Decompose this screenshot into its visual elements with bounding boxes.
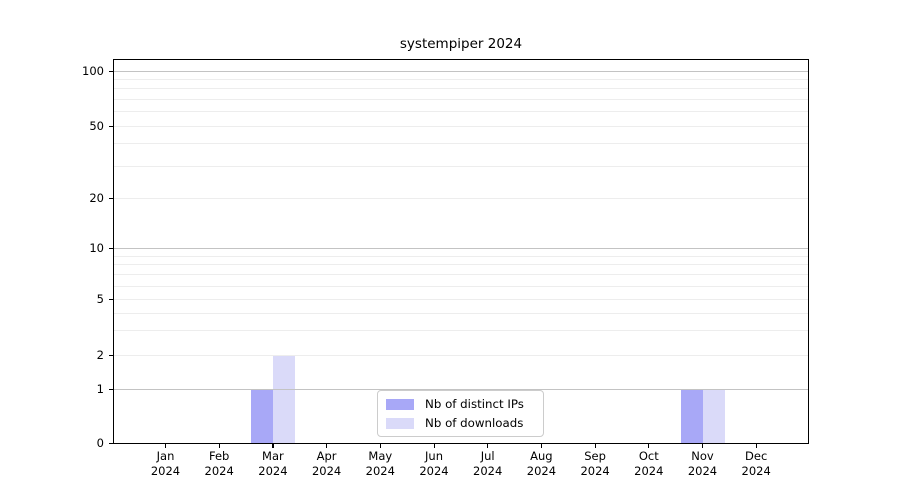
gridline-minor: [114, 285, 808, 287]
gridline-major: [114, 248, 808, 249]
x-tick-month: May: [368, 449, 393, 463]
bar-downloads: [272, 355, 295, 444]
gridline-minor: [114, 143, 808, 145]
gridline-major: [114, 70, 808, 72]
y-tick-label: 50: [89, 118, 104, 133]
y-tick-mark: [109, 248, 113, 250]
x-tick-year: 2024: [526, 464, 557, 478]
x-tick-label: Dec 2024: [724, 449, 788, 479]
y-tick-label: 10: [89, 241, 104, 255]
gridline-minor: [114, 165, 808, 167]
gridline-minor: [114, 111, 808, 113]
gridline-minor: [114, 98, 808, 100]
x-tick-label: Sep 2024: [563, 449, 627, 479]
chart-title: systempiper 2024: [399, 36, 523, 52]
x-tick-mark: [648, 444, 650, 448]
y-tick-label: 5: [96, 292, 104, 306]
y-tick-label: 20: [89, 191, 104, 205]
gridline-minor: [114, 264, 808, 266]
x-tick-year: 2024: [311, 464, 342, 478]
x-tick-mark: [218, 444, 220, 448]
x-tick-label: Jul 2024: [456, 449, 520, 479]
y-tick-mark: [109, 198, 113, 200]
x-tick-label: Nov 2024: [671, 449, 735, 479]
x-tick-mark: [433, 444, 435, 448]
x-tick-label: Jun 2024: [402, 449, 466, 479]
x-tick-label: Feb 2024: [187, 449, 251, 479]
bar-downloads: [702, 389, 725, 444]
legend-swatch: [386, 398, 414, 410]
x-tick-year: 2024: [741, 464, 771, 478]
x-tick-label: Oct 2024: [617, 449, 681, 479]
gridline-minor: [114, 198, 808, 199]
x-tick-year: 2024: [473, 464, 503, 478]
x-tick-year: 2024: [634, 464, 664, 478]
x-tick-mark: [272, 444, 274, 448]
x-tick-label: Jan 2024: [134, 449, 198, 479]
legend: Nb of distinct IPs Nb of downloads: [377, 390, 544, 437]
gridline-minor: [114, 78, 808, 80]
gridline-minor: [114, 125, 808, 127]
x-tick-label: Mar 2024: [241, 449, 305, 479]
legend-label: Nb of distinct IPs: [425, 397, 524, 411]
x-tick-year: 2024: [687, 464, 718, 478]
x-tick-year: 2024: [204, 464, 234, 478]
gridline-major: [114, 389, 808, 390]
x-tick-month: Sep: [584, 449, 606, 463]
gridline-minor: [114, 299, 808, 300]
x-tick-mark: [165, 444, 167, 448]
x-tick-label: Apr 2024: [295, 449, 359, 479]
y-tick-mark: [109, 125, 113, 127]
y-tick-label: 2: [96, 348, 104, 362]
gridline-minor: [114, 312, 808, 314]
y-tick-label: 0: [96, 436, 104, 450]
legend-label: Nb of downloads: [425, 416, 524, 430]
gridline-minor: [114, 274, 808, 276]
bar-distinct-ips: [680, 389, 703, 444]
legend-row: Nb of downloads: [378, 414, 543, 433]
x-tick-year: 2024: [419, 464, 449, 478]
y-tick-label: 1: [96, 382, 104, 396]
gridline-minor: [114, 88, 808, 90]
x-tick-mark: [326, 444, 328, 448]
x-tick-label: Aug 2024: [509, 449, 573, 479]
x-tick-mark: [702, 444, 704, 448]
y-tick-mark: [109, 299, 113, 301]
y-tick-mark: [109, 389, 113, 391]
x-tick-mark: [594, 444, 596, 448]
x-tick-year: 2024: [258, 464, 288, 478]
x-tick-month: Jan: [156, 449, 175, 463]
legend-row: Nb of distinct IPs: [378, 395, 543, 414]
x-tick-mark: [379, 444, 381, 448]
x-tick-label: May 2024: [348, 449, 412, 479]
x-tick-month: Dec: [745, 449, 768, 463]
y-tick-label: 100: [82, 63, 104, 78]
x-tick-month: Nov: [691, 449, 714, 463]
legend-swatch: [386, 417, 414, 429]
x-tick-year: 2024: [365, 464, 395, 478]
x-tick-mark: [755, 444, 757, 448]
x-tick-year: 2024: [580, 464, 610, 478]
x-tick-year: 2024: [150, 464, 181, 478]
y-tick-mark: [109, 443, 113, 445]
gridline-minor: [114, 355, 808, 356]
x-tick-month: Jun: [425, 449, 443, 463]
y-tick-mark: [109, 70, 113, 72]
x-tick-mark: [487, 444, 489, 448]
gridline-minor: [114, 330, 808, 332]
bar-distinct-ips: [250, 389, 273, 444]
plot-area: [113, 59, 809, 444]
gridline-minor: [114, 255, 808, 257]
x-tick-month: Mar: [262, 449, 284, 463]
x-tick-month: Aug: [530, 449, 553, 463]
x-tick-mark: [540, 444, 543, 448]
x-tick-month: Apr: [316, 449, 337, 463]
x-tick-month: Jul: [480, 449, 495, 463]
x-tick-month: Feb: [209, 449, 230, 463]
y-tick-mark: [109, 355, 113, 357]
x-tick-month: Oct: [638, 449, 659, 463]
